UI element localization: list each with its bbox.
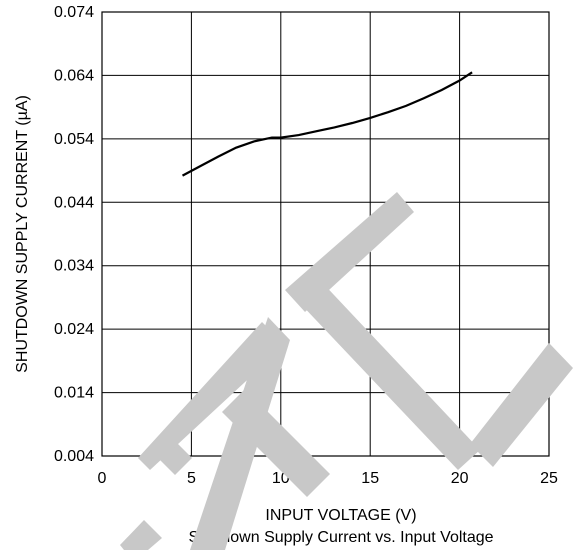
y-tick-label: 0.074 [54, 4, 94, 21]
x-tick-label: 25 [540, 470, 558, 487]
watermark-stroke [222, 389, 330, 497]
watermark-stroke [470, 343, 573, 467]
grid [101, 11, 550, 457]
x-tick-label: 20 [451, 470, 469, 487]
x-tick-label: 0 [98, 470, 107, 487]
y-axis-label: SHUTDOWN SUPPLY CURRENT (µA) [14, 95, 31, 373]
watermark-stroke [138, 322, 285, 470]
watermark [120, 192, 573, 550]
y-tick-label: 0.014 [54, 385, 94, 402]
series-line-shutdown-current [181, 71, 473, 177]
chart-caption: Shutdown Supply Current vs. Input Voltag… [188, 529, 493, 546]
x-axis-label: INPUT VOLTAGE (V) [265, 507, 416, 524]
y-tick-label: 0.044 [54, 194, 94, 211]
watermark-stroke [297, 278, 480, 470]
y-tick-label: 0.034 [54, 258, 94, 275]
x-tick-label: 15 [361, 470, 379, 487]
watermark-stroke [120, 520, 162, 550]
y-tick-label: 0.004 [54, 448, 94, 465]
y-tick-labels: 0.004 0.014 0.024 0.034 0.044 0.054 0.064 0.074 [54, 4, 94, 465]
plot-frame [101, 11, 550, 457]
y-tick-label: 0.024 [54, 321, 94, 338]
x-tick-label: 5 [187, 470, 196, 487]
watermark-stroke [190, 317, 290, 550]
y-tick-label: 0.064 [54, 67, 94, 84]
y-tick-label: 0.054 [54, 131, 94, 148]
